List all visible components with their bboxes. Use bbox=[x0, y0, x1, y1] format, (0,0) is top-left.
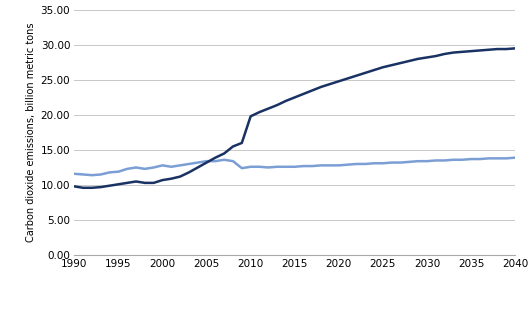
Non-OECD bbox=[397, 61, 404, 65]
OECD bbox=[397, 161, 404, 164]
OECD bbox=[177, 164, 183, 167]
Line: OECD: OECD bbox=[74, 158, 515, 175]
OECD bbox=[371, 161, 377, 165]
Non-OECD bbox=[80, 186, 87, 190]
Non-OECD bbox=[177, 175, 183, 179]
Non-OECD bbox=[512, 46, 518, 50]
OECD bbox=[503, 156, 509, 160]
Non-OECD bbox=[212, 156, 219, 160]
OECD bbox=[512, 156, 518, 160]
OECD bbox=[221, 158, 227, 162]
Line: Non-OECD: Non-OECD bbox=[74, 48, 515, 188]
OECD bbox=[212, 159, 219, 163]
Non-OECD bbox=[371, 68, 377, 72]
Non-OECD bbox=[503, 47, 509, 51]
OECD bbox=[89, 173, 95, 177]
OECD bbox=[71, 172, 78, 176]
Y-axis label: Carbon dioxide emissions, billion metric tons: Carbon dioxide emissions, billion metric… bbox=[27, 23, 37, 242]
Non-OECD bbox=[221, 151, 227, 155]
Non-OECD bbox=[71, 184, 78, 188]
